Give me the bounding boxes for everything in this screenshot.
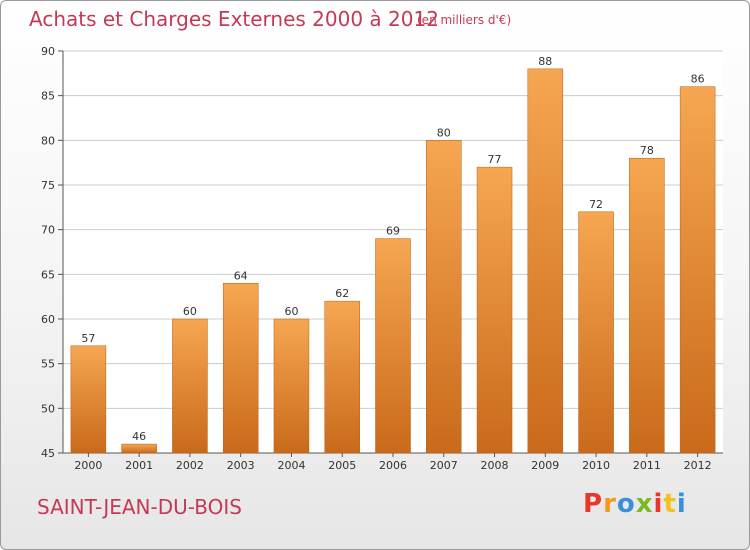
- bar-2006: [375, 238, 411, 454]
- logo-letter: o: [616, 489, 636, 519]
- bar-2002: [172, 318, 208, 454]
- y-tick-label: 90: [41, 45, 55, 58]
- x-tick-label-2000: 2000: [74, 459, 102, 472]
- y-tick-label: 75: [41, 179, 55, 192]
- bar-2010: [578, 211, 614, 454]
- data-label-2011: 78: [640, 144, 654, 157]
- bar-2012: [679, 86, 716, 454]
- logo-letter: P: [583, 489, 604, 519]
- y-tick-label: 60: [41, 313, 55, 326]
- logo-letter: x: [635, 489, 654, 519]
- x-tick-label-2005: 2005: [328, 459, 356, 472]
- data-label-2009: 88: [538, 55, 552, 68]
- bar-2000: [70, 345, 107, 454]
- logo-letter: i: [653, 489, 664, 519]
- data-label-2001: 46: [132, 430, 146, 443]
- logo-letter: r: [603, 489, 617, 519]
- bar-2008: [476, 166, 513, 454]
- x-tick-label-2001: 2001: [125, 459, 153, 472]
- data-label-2002: 60: [183, 305, 197, 318]
- y-tick-label: 85: [41, 90, 55, 103]
- x-tick-label-2004: 2004: [277, 459, 305, 472]
- x-tick-label-2002: 2002: [176, 459, 204, 472]
- bar-2004: [273, 318, 310, 454]
- x-tick-label-2011: 2011: [633, 459, 661, 472]
- bar-2005: [324, 300, 360, 454]
- data-label-2007: 80: [437, 126, 451, 139]
- logo-letter: t: [663, 489, 677, 519]
- chart-title: Achats et Charges Externes 2000 à 2012: [29, 7, 439, 31]
- data-label-2012: 86: [691, 73, 705, 86]
- logo-letter: i: [676, 489, 687, 519]
- bar-2011: [629, 157, 665, 454]
- chart-subtitle: (en milliers d'€): [417, 13, 512, 27]
- x-tick-label-2008: 2008: [481, 459, 509, 472]
- data-label-2000: 57: [81, 332, 95, 345]
- data-label-2010: 72: [589, 198, 603, 211]
- data-label-2008: 77: [488, 153, 502, 166]
- y-tick-label: 70: [41, 224, 55, 237]
- proxiti-logo: Proxiti: [583, 489, 687, 519]
- x-tick-label-2006: 2006: [379, 459, 407, 472]
- bar-2001: [121, 443, 157, 454]
- y-tick-label: 45: [41, 447, 55, 460]
- bar-2009: [527, 68, 564, 454]
- x-tick-label-2009: 2009: [531, 459, 559, 472]
- y-tick-label: 65: [41, 268, 55, 281]
- data-label-2003: 64: [234, 269, 248, 282]
- x-tick-label-2003: 2003: [227, 459, 255, 472]
- x-tick-label-2012: 2012: [684, 459, 712, 472]
- data-label-2004: 60: [284, 305, 298, 318]
- y-tick-label: 50: [41, 402, 55, 415]
- bar-2007: [426, 140, 462, 454]
- y-tick-label: 55: [41, 358, 55, 371]
- bar-2003: [222, 283, 259, 454]
- data-label-2006: 69: [386, 225, 400, 238]
- x-tick-label-2007: 2007: [430, 459, 458, 472]
- data-label-2005: 62: [335, 287, 349, 300]
- location-label: SAINT-JEAN-DU-BOIS: [37, 495, 242, 519]
- x-tick-label-2010: 2010: [582, 459, 610, 472]
- y-tick-label: 80: [41, 134, 55, 147]
